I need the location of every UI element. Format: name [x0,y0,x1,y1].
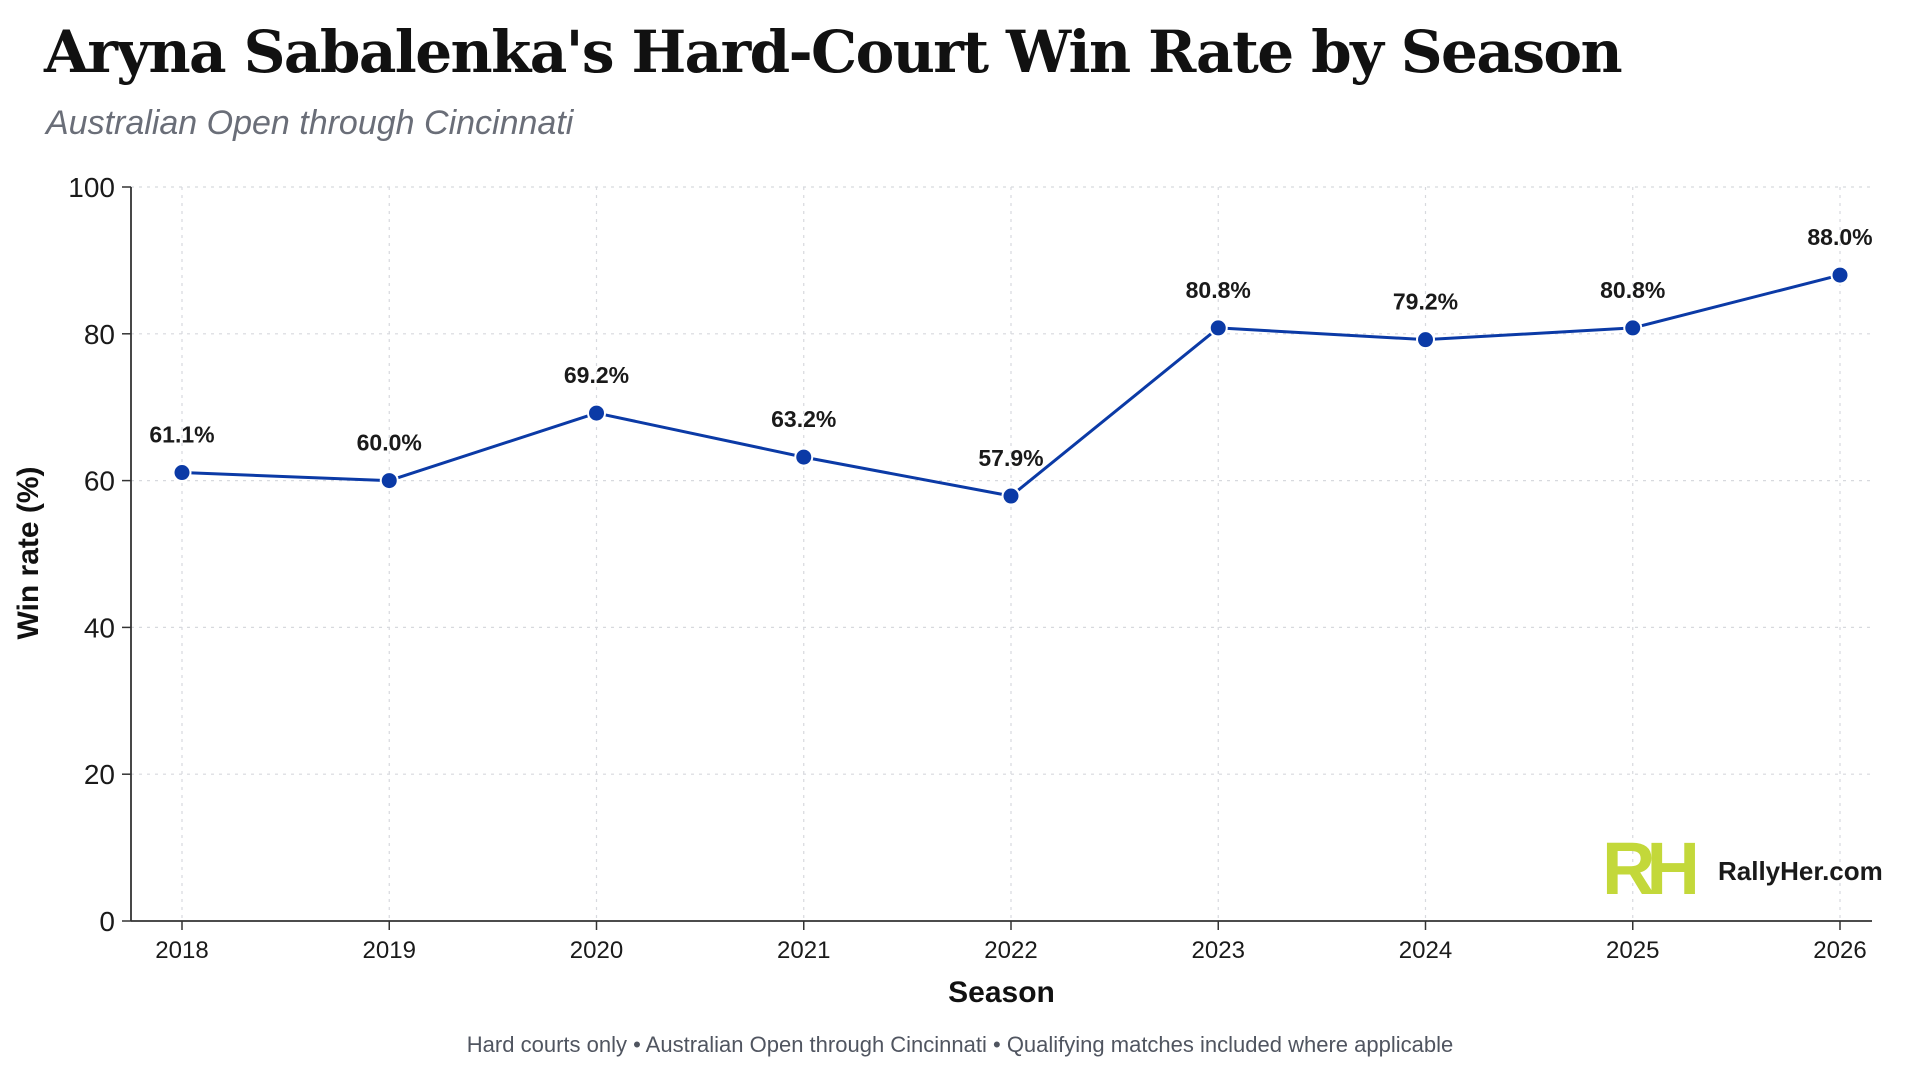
y-axis-title: Win rate (%) [12,466,45,639]
x-tick-label: 2021 [777,937,830,964]
site-name: RallyHer.com [1718,856,1883,886]
y-tick-label: 0 [99,906,115,937]
data-label: 57.9% [978,445,1043,471]
x-tick-label: 2025 [1606,937,1659,964]
data-point [1623,318,1643,338]
chart-title: Aryna Sabalenka's Hard-Court Win Rate by… [44,18,1623,86]
data-label: 80.8% [1600,277,1665,303]
x-axis-title: Season [948,976,1055,1009]
x-tick-label: 2020 [570,937,623,964]
data-point [172,463,192,483]
footnote: Hard courts only • Australian Open throu… [466,1032,1454,1057]
x-tick-label: 2023 [1192,937,1245,964]
data-label: 79.2% [1393,289,1458,315]
x-tick-label: 2018 [155,937,208,964]
x-tick-label: 2022 [984,937,1037,964]
y-tick-label: 80 [84,319,115,350]
data-labels: 61.1% 60.0% 69.2% 63.2% 57.9% 80.8% 79.2% 80.8%… [149,224,1872,471]
data-label: 63.2% [771,406,836,432]
data-point [1416,330,1435,350]
data-point [1830,265,1850,285]
axes: 0 20 40 60 80 100 2018 2019 2020 2021 2022 2023 2024… [12,172,1872,1009]
data-point [794,447,814,467]
y-tick-label: 20 [84,759,115,790]
data-label: 61.1% [149,422,214,448]
brand-logo: RH RallyHer.com [1602,827,1883,910]
chart-subtitle: Australian Open through Cincinnati [46,104,574,142]
data-point [379,471,399,491]
x-tick-label: 2026 [1813,937,1866,964]
rh-logo-icon: RH [1602,827,1695,910]
y-tick-label: 60 [84,466,115,497]
data-point [1001,486,1021,506]
x-tick-label: 2019 [363,937,416,964]
y-tick-label: 40 [84,612,115,643]
data-point [587,403,606,423]
data-label: 60.0% [357,430,422,456]
x-tick-label: 2024 [1399,937,1452,964]
y-tick-label: 100 [68,172,115,203]
grid [131,186,1872,921]
data-point [1208,318,1228,338]
data-label: 69.2% [564,362,629,388]
data-label: 80.8% [1186,277,1251,303]
data-label: 88.0% [1807,224,1872,250]
data-series [172,265,1850,506]
